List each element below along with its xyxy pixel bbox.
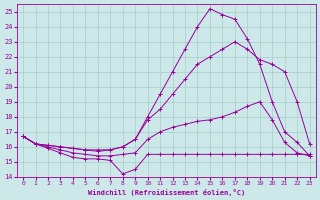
X-axis label: Windchill (Refroidissement éolien,°C): Windchill (Refroidissement éolien,°C) <box>88 189 245 196</box>
